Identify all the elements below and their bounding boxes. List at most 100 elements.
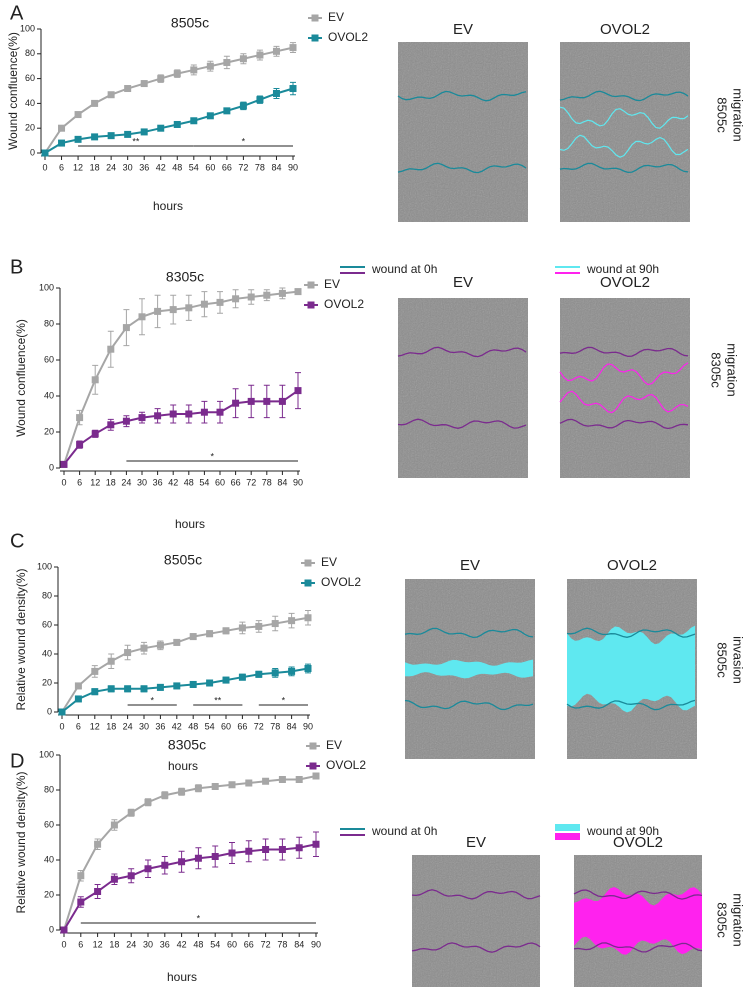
- x-tick-label: 90: [288, 162, 298, 172]
- x-tick-label: 60: [221, 721, 231, 731]
- marker: [245, 779, 253, 787]
- x-tick-label: 6: [77, 477, 82, 487]
- marker: [173, 70, 181, 78]
- marker: [288, 617, 296, 625]
- x-tick-label: 0: [42, 162, 47, 172]
- legend-label: EV: [326, 738, 342, 752]
- y-tick-label: 100: [20, 23, 35, 33]
- legend-marker: [309, 762, 317, 770]
- side-label: 8505c: [715, 642, 730, 678]
- marker: [238, 624, 246, 632]
- legend-marker: [311, 34, 319, 42]
- wound-90h-outline: [559, 106, 689, 129]
- marker: [247, 293, 255, 301]
- x-tick-label: 24: [106, 162, 116, 172]
- marker: [91, 133, 99, 141]
- x-tick-label: 54: [199, 477, 209, 487]
- side-label: invasion: [731, 636, 746, 684]
- x-tick-label: 48: [193, 939, 203, 949]
- series-line: [63, 775, 317, 931]
- legend-label: OVOL2: [328, 30, 368, 44]
- marker: [255, 622, 263, 630]
- x-tick-label: 6: [59, 162, 64, 172]
- wound-0h-line: [559, 346, 689, 358]
- y-tick-label: 0: [30, 147, 35, 157]
- y-tick-label: 60: [44, 354, 54, 364]
- y-tick-label: 60: [25, 73, 35, 83]
- marker: [278, 397, 286, 405]
- marker: [124, 85, 132, 93]
- x-tick-label: 78: [255, 162, 265, 172]
- legend-label: OVOL2: [326, 758, 366, 772]
- wound-90h-outline: [559, 362, 689, 386]
- marker: [107, 132, 115, 140]
- y-axis-label: Wound confluence(%): [14, 319, 28, 437]
- x-tick-label: 42: [177, 939, 187, 949]
- y-tick-label: 20: [44, 426, 54, 436]
- x-tick-label: 54: [210, 939, 220, 949]
- marker: [140, 128, 148, 136]
- wound-90h-outline: [559, 390, 689, 414]
- wound-0h-line: [404, 699, 534, 711]
- marker: [185, 410, 193, 418]
- marker: [154, 412, 162, 420]
- chart-title: 8305c: [166, 269, 204, 285]
- significance-label: *: [242, 136, 246, 146]
- marker: [271, 669, 279, 677]
- marker: [173, 120, 181, 128]
- marker: [272, 89, 280, 97]
- image-label: EV: [453, 21, 473, 38]
- wound-0h-line: [397, 346, 527, 358]
- wound-legend-swatch: [555, 833, 580, 840]
- wound-0h-line: [566, 627, 696, 638]
- marker: [223, 107, 231, 115]
- marker: [127, 872, 135, 880]
- marker: [76, 414, 84, 422]
- marker: [200, 408, 208, 416]
- marker: [140, 644, 148, 652]
- marker: [228, 781, 236, 789]
- y-tick-label: 40: [44, 854, 54, 864]
- x-tick-label: 72: [246, 477, 256, 487]
- x-tick-label: 36: [155, 721, 165, 731]
- marker: [60, 926, 68, 934]
- marker: [262, 777, 270, 785]
- marker: [124, 130, 132, 138]
- micrograph-texture: [398, 42, 528, 222]
- legend-marker: [307, 281, 315, 289]
- image-label: OVOL2: [600, 274, 650, 291]
- wound-legend-swatch: [555, 824, 580, 831]
- marker: [304, 614, 312, 622]
- marker: [288, 667, 296, 675]
- marker: [144, 798, 152, 806]
- marker: [157, 75, 165, 83]
- marker: [262, 846, 270, 853]
- x-tick-label: 0: [61, 477, 66, 487]
- marker: [194, 784, 202, 792]
- x-tick-label: 12: [90, 721, 100, 731]
- marker: [278, 289, 286, 297]
- series-line: [61, 616, 309, 713]
- y-tick-label: 0: [49, 462, 54, 472]
- wound-0h-line: [573, 889, 703, 900]
- y-tick-label: 40: [44, 390, 54, 400]
- marker: [124, 685, 132, 693]
- y-tick-label: 80: [44, 318, 54, 328]
- marker: [211, 853, 219, 860]
- series-line: [63, 843, 317, 931]
- wound-0h-line: [559, 418, 689, 430]
- legend-label: OVOL2: [324, 297, 364, 311]
- marker: [289, 44, 297, 52]
- marker: [206, 112, 214, 120]
- marker: [144, 865, 152, 873]
- y-tick-label: 80: [42, 590, 52, 600]
- x-tick-label: 54: [189, 162, 199, 172]
- x-tick-label: 36: [160, 939, 170, 949]
- significance-label: **: [132, 136, 140, 146]
- marker: [156, 683, 164, 691]
- marker: [263, 397, 271, 405]
- marker: [74, 682, 82, 690]
- marker: [189, 680, 197, 688]
- legend-marker: [307, 301, 315, 309]
